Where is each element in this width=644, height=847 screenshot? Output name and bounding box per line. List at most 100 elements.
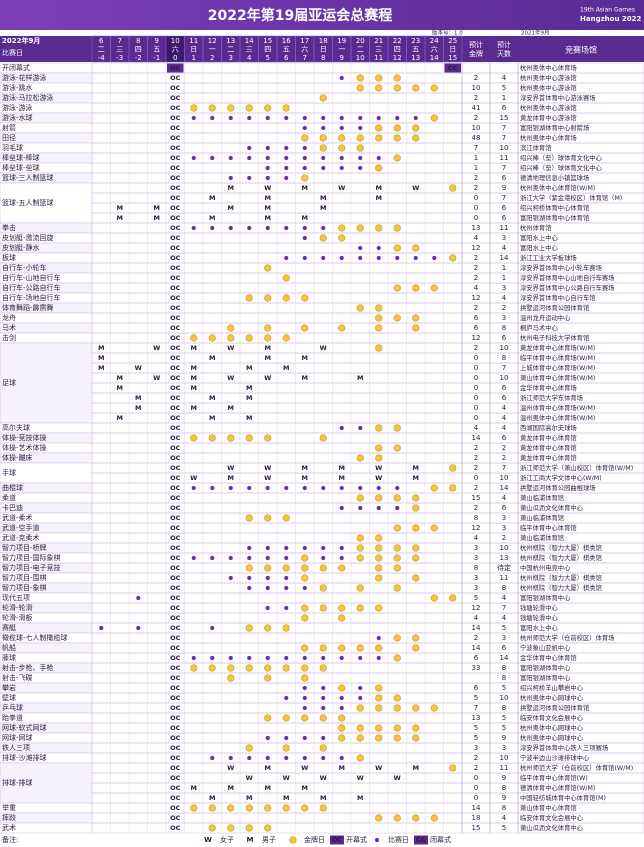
- gold-count: 14: [472, 804, 481, 812]
- days-count: 13: [500, 554, 509, 562]
- days-count: 4: [502, 424, 507, 432]
- sport-name: 开闭幕式: [2, 63, 30, 72]
- event-dot-icon: [374, 837, 380, 843]
- gold-count: 0: [474, 204, 478, 212]
- days-count: 5: [502, 724, 506, 732]
- cell-symbol: M: [339, 464, 345, 472]
- event-dot-icon: [413, 115, 418, 121]
- gold-medal-icon: [412, 524, 420, 532]
- sport-name: 排球-沙滩排球: [2, 753, 47, 762]
- days-count: 4: [502, 74, 507, 82]
- event-dot-icon: [321, 225, 326, 231]
- venue: 中国杭州电竞中心: [520, 563, 571, 572]
- gold-count: 8: [474, 564, 478, 572]
- event-dot-icon: [210, 755, 215, 761]
- gold-count: 2: [474, 264, 478, 272]
- cell-symbol: OC: [170, 144, 181, 152]
- cell-symbol: M: [154, 204, 160, 212]
- event-dot-icon: [284, 585, 289, 591]
- gold-label: 金牌: [469, 49, 483, 58]
- event-dot-icon: [321, 545, 326, 551]
- event-dot-icon: [191, 555, 196, 561]
- date: 21: [374, 37, 383, 45]
- cell-symbol: OC: [170, 774, 181, 782]
- gold-count: 3: [474, 744, 478, 752]
- gold-medal-icon: [282, 104, 290, 112]
- cell-symbol: M: [117, 374, 123, 382]
- legend-symbol: M: [247, 836, 254, 844]
- title-band: [0, 0, 644, 30]
- gold-medal-icon: [375, 314, 383, 322]
- weekday: 二: [357, 46, 364, 54]
- days-count: 8: [502, 784, 506, 792]
- cell-symbol: OC: [170, 654, 181, 662]
- cell-symbol: OC: [170, 804, 181, 812]
- venue: 钱塘轮滑中心: [520, 603, 558, 612]
- gold-medal-icon: [375, 344, 383, 352]
- event-dot-icon: [247, 575, 252, 581]
- gold-count: 10: [472, 124, 481, 132]
- gold-medal-icon: [412, 704, 420, 712]
- cell-symbol: M: [283, 364, 289, 372]
- cell-symbol: OC: [170, 394, 181, 402]
- cell-symbol: M: [265, 214, 271, 222]
- venue: 杭州奥体中心网球中心: [520, 723, 584, 732]
- cell-symbol: M: [376, 194, 382, 202]
- cell-symbol: OC: [170, 694, 181, 702]
- sport-name: 曲棍球: [2, 483, 23, 492]
- event-dot-icon: [191, 115, 196, 121]
- event-dot-icon: [321, 155, 326, 161]
- gold-count: 0: [474, 774, 478, 782]
- gold-medal-icon: [375, 324, 383, 332]
- sport-name: 现代五项: [2, 593, 30, 602]
- gold-count: 4: [474, 234, 479, 242]
- venue: 临平体育中心体育馆: [520, 523, 577, 532]
- sport-name: 排球-排球: [2, 778, 33, 787]
- event-dot-icon: [395, 115, 400, 121]
- gold-medal-icon: [301, 174, 309, 182]
- cell-symbol: W: [227, 374, 234, 382]
- day-number: -1: [153, 54, 160, 62]
- event-dot-icon: [358, 485, 363, 491]
- cell-symbol: M: [302, 784, 308, 792]
- cell-symbol: OC: [170, 664, 181, 672]
- cell-symbol: M: [302, 184, 308, 192]
- event-dot-icon: [284, 155, 289, 161]
- legend-symbol: OC: [331, 836, 342, 844]
- days-count: 9: [502, 734, 506, 742]
- days-count: 待定: [497, 563, 511, 572]
- gold-count: 2: [474, 754, 478, 762]
- gold-count: 2: [474, 344, 478, 352]
- gold-count: 0: [474, 404, 478, 412]
- gold-medal-icon: [449, 594, 457, 602]
- gold-medal-icon: [375, 444, 383, 452]
- event-dot-icon: [302, 225, 307, 231]
- gold-medal-icon: [338, 134, 346, 142]
- gold-count: 2: [474, 174, 478, 182]
- cell-symbol: OC: [170, 234, 181, 242]
- weekday: 五: [153, 46, 160, 54]
- event-dot-icon: [265, 605, 270, 611]
- day-number: 5: [266, 54, 270, 62]
- weekday: 三: [246, 46, 253, 54]
- cell-symbol: M: [265, 764, 271, 772]
- gold-medal-icon: [301, 804, 309, 812]
- cell-symbol: OC: [170, 534, 181, 542]
- event-dot-icon: [210, 115, 215, 121]
- cell-symbol: OC: [170, 434, 181, 442]
- cell-symbol: OC: [170, 484, 181, 492]
- gold-count: 3: [474, 574, 478, 582]
- venue: 浙江工业大学板球场: [520, 253, 577, 262]
- gold-count: 12: [472, 524, 481, 532]
- day-number: -3: [116, 54, 123, 62]
- cell-symbol: W: [246, 774, 253, 782]
- date: 10: [171, 37, 180, 45]
- gold-medal-icon: [264, 824, 272, 832]
- cell-symbol: M: [117, 414, 123, 422]
- event-dot-icon: [228, 155, 233, 161]
- sport-name: 游泳-跳水: [2, 83, 33, 92]
- gold-medal-icon: [190, 334, 198, 342]
- gold-count: 5: [474, 734, 478, 742]
- days-count: 11: [500, 574, 509, 582]
- venue: 临平体育中心体育馆(W): [520, 773, 588, 782]
